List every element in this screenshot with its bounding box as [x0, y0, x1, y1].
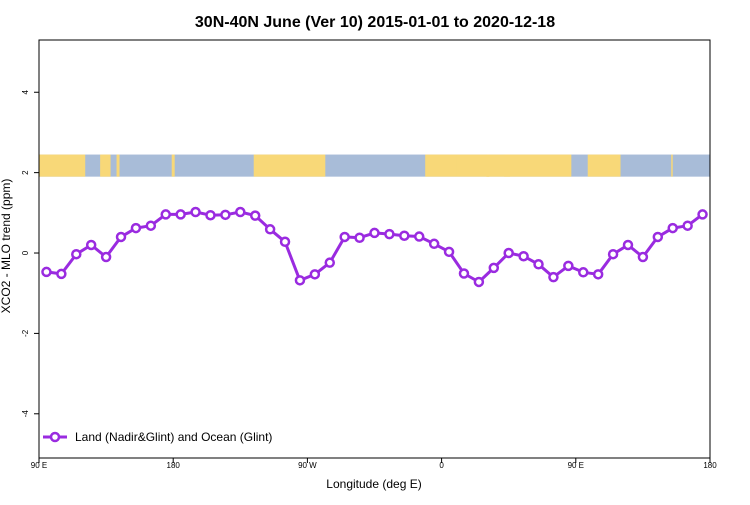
data-point [220, 209, 231, 221]
y-tick-label: -4 [21, 410, 30, 418]
world-map-strip [39, 154, 710, 177]
chart-title: 30N-40N June (Ver 10) 2015-01-01 to 2020… [195, 14, 555, 31]
legend: Land (Nadir&Glint) and Ocean (Glint) [43, 430, 272, 444]
y-tick-label: 4 [21, 89, 30, 94]
data-point [548, 271, 559, 283]
x-tick-label: 0 [439, 461, 444, 470]
data-point [622, 239, 634, 251]
data-point [264, 224, 276, 235]
data-point [235, 206, 246, 218]
y-tick-label: -2 [21, 329, 30, 337]
map-land [39, 154, 86, 177]
data-point [384, 228, 395, 240]
data-point [115, 231, 127, 243]
map-land [425, 154, 457, 177]
data-point [56, 268, 67, 280]
data-point [369, 227, 380, 239]
data-point [85, 239, 97, 251]
data-point [458, 268, 470, 279]
data-point [190, 206, 201, 218]
y-axis-label: XCO2 - MLO trend (ppm) [0, 179, 13, 314]
map-land [456, 154, 490, 177]
data-point [533, 259, 544, 270]
data-point [428, 238, 440, 250]
data-point [473, 276, 485, 288]
data-point [652, 231, 664, 243]
y-tick-label: 0 [21, 250, 30, 255]
data-point [697, 209, 708, 220]
data-point [339, 231, 350, 243]
data-point [205, 209, 216, 221]
series-line [46, 210, 704, 284]
map-land [100, 154, 111, 177]
data-point [130, 222, 142, 234]
data-point [443, 246, 455, 258]
data-point [145, 220, 157, 231]
data-point [71, 248, 82, 260]
legend-marker [49, 431, 61, 443]
map-land [671, 154, 673, 177]
data-point [413, 231, 425, 242]
x-axis-label: Longitude (deg E) [326, 477, 421, 491]
data-point [682, 220, 693, 231]
data-point [160, 209, 171, 220]
data-point [503, 247, 514, 259]
legend-label: Land (Nadir&Glint) and Ocean (Glint) [75, 430, 272, 444]
x-tick-label: 90 E [568, 461, 584, 470]
map-land [116, 154, 120, 177]
x-tick-label: 90 W [298, 461, 317, 470]
data-point [667, 222, 678, 234]
map-land [486, 154, 572, 177]
data-point [294, 275, 306, 286]
data-point [41, 266, 52, 278]
x-tick-label: 180 [167, 461, 181, 470]
data-point [399, 230, 410, 241]
data-point [175, 209, 186, 220]
map-land [253, 154, 326, 177]
data-point [518, 250, 529, 262]
data-point [309, 269, 321, 280]
data-point [279, 236, 291, 248]
x-tick-label: 180 [703, 461, 717, 470]
data-point [488, 262, 500, 274]
data-point [637, 251, 649, 263]
data-point [592, 269, 604, 280]
series-layer [41, 206, 708, 288]
data-point [100, 251, 112, 263]
data-point [354, 232, 365, 243]
data-point [563, 260, 574, 272]
y-tick-label: 2 [21, 170, 30, 175]
map-land [587, 154, 621, 177]
data-point [607, 248, 619, 260]
data-point [249, 210, 261, 221]
x-tick-label: 90 E [31, 461, 47, 470]
data-point [578, 267, 589, 278]
plot-frame [38, 39, 711, 459]
axes: 90 E 180 90 W 0 90 E 180 -4 -2 0 2 4 [21, 39, 717, 470]
data-point [324, 257, 336, 268]
map-land [171, 154, 175, 177]
